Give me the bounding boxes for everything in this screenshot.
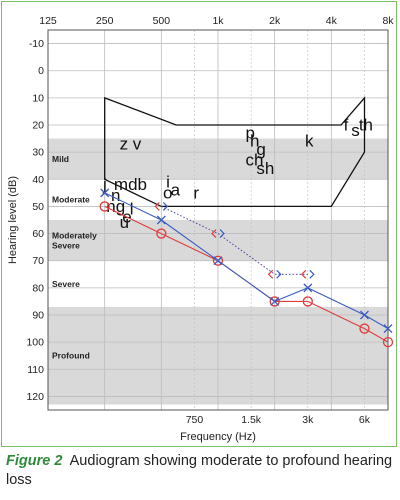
band-label-4-0: Profound: [52, 351, 90, 361]
phoneme-3: g: [256, 140, 265, 159]
bottom-tick-3: 6k: [359, 414, 371, 426]
series-0-point-2: [212, 255, 224, 266]
plot-border: [47, 29, 389, 411]
phoneme-10: j: [102, 175, 107, 194]
speech-banana: [104, 96, 366, 208]
y-tick-12: 110: [27, 364, 44, 376]
y-axis-label: Hearing level (dB): [7, 176, 19, 264]
band-labels: MildModerateModeratelySevereSevereProfou…: [52, 154, 97, 361]
bottom-tick-2: 3k: [302, 414, 314, 426]
y-tick-6: 50: [32, 201, 44, 213]
y-tick-10: 90: [32, 310, 44, 322]
phoneme-1: p: [246, 124, 255, 143]
top-tick-4: 2k: [269, 15, 281, 27]
series-3-point-1: [219, 229, 225, 238]
series-0-point-0: [99, 201, 110, 212]
series-0-point-1: [156, 228, 167, 239]
phoneme-9: th: [359, 115, 373, 134]
series-1-point-6: [383, 324, 393, 334]
phoneme-7: f: [344, 115, 349, 134]
series-0-point-3: [269, 296, 280, 307]
figure-frame: 125 250 500 1k 2k 4k 8k 750 1.5k 3k 6k -10 0 10 20 30…: [1, 1, 397, 447]
top-tick-2: 500: [153, 15, 171, 27]
phoneme-8: s: [351, 121, 360, 140]
phoneme-11: mdb: [114, 175, 147, 194]
series-0-point-5: [359, 323, 370, 334]
phoneme-14: l: [130, 200, 134, 219]
threshold-series: [99, 188, 394, 348]
top-tick-5: 4k: [326, 15, 338, 27]
band-label-3-0: Severe: [52, 279, 80, 289]
series-1-point-0: [100, 188, 110, 198]
band-label-0-0: Mild: [52, 154, 69, 164]
band-label-2-1: Severe: [52, 240, 80, 250]
series-1: [100, 188, 393, 334]
series-3-point-3: [309, 269, 315, 279]
series-2-point-2: [267, 269, 274, 279]
phoneme-19: a: [171, 181, 181, 200]
caption-text: Audiogram showing moderate to profound h…: [6, 453, 393, 488]
series-3: [161, 202, 315, 279]
audiogram-chart: 125 250 500 1k 2k 4k 8k 750 1.5k 3k 6k -10 0 10 20 30…: [7, 15, 394, 443]
series-2: [154, 202, 308, 279]
phoneme-18: o: [163, 183, 172, 202]
y-tick-8: 70: [32, 255, 44, 267]
y-tick-5: 40: [32, 174, 44, 186]
series-1-point-3: [270, 296, 280, 306]
x-axis-label: Frequency (Hz): [180, 431, 256, 443]
bottom-tick-0: 750: [186, 414, 204, 426]
series-1-point-4: [303, 283, 313, 293]
top-tick-0: 125: [39, 15, 57, 27]
top-frequency-ticks: 125 250 500 1k 2k 4k 8k: [39, 15, 394, 27]
y-tick-0: -10: [29, 38, 44, 50]
top-tick-3: 1k: [212, 15, 224, 27]
band-label-2-0: Moderately: [52, 230, 97, 240]
series-1-point-5: [360, 310, 369, 320]
series-3-point-0: [162, 202, 169, 211]
y-tick-7: 60: [32, 228, 44, 240]
figure-caption: Figure 2 Audiogram showing moderate to p…: [6, 452, 396, 490]
band-label-1-0: Moderate: [52, 195, 90, 205]
y-axis-ticks: -10 0 10 20 30 40 50 60 70 80 90 100 110 120: [26, 38, 44, 403]
phoneme-5: sh: [256, 159, 274, 178]
series-1-point-2: [213, 256, 223, 266]
series-2-point-0: [154, 202, 160, 211]
y-tick-11: 100: [26, 337, 44, 349]
phoneme-12: n: [111, 186, 120, 205]
y-tick-4: 30: [32, 147, 44, 159]
phoneme-6: k: [305, 132, 314, 151]
bottom-tick-1: 1.5k: [241, 414, 262, 426]
top-tick-6: 8k: [382, 15, 394, 27]
phoneme-0: z v: [120, 134, 142, 153]
y-tick-9: 80: [32, 282, 44, 294]
series-0-point-4: [302, 296, 313, 307]
phoneme-17: i: [166, 172, 170, 191]
phoneme-20: r: [193, 183, 199, 202]
top-tick-1: 250: [96, 15, 114, 27]
phoneme-16: u: [120, 213, 129, 232]
phoneme-4: ch: [246, 151, 264, 170]
y-tick-3: 20: [32, 120, 44, 132]
y-tick-13: 120: [26, 391, 44, 403]
y-tick-2: 10: [32, 92, 44, 104]
phoneme-13: ng: [106, 197, 125, 216]
series-2-point-3: [300, 269, 307, 279]
series-0-point-6: [382, 336, 394, 348]
series-2-point-1: [211, 229, 217, 238]
y-tick-1: 0: [38, 65, 44, 77]
figure-number: Figure 2: [6, 453, 63, 469]
series-1-point-1: [156, 215, 166, 225]
series-3-point-2: [276, 269, 282, 279]
bottom-frequency-ticks: 750 1.5k 3k 6k: [186, 414, 371, 426]
phoneme-2: h: [250, 132, 259, 151]
